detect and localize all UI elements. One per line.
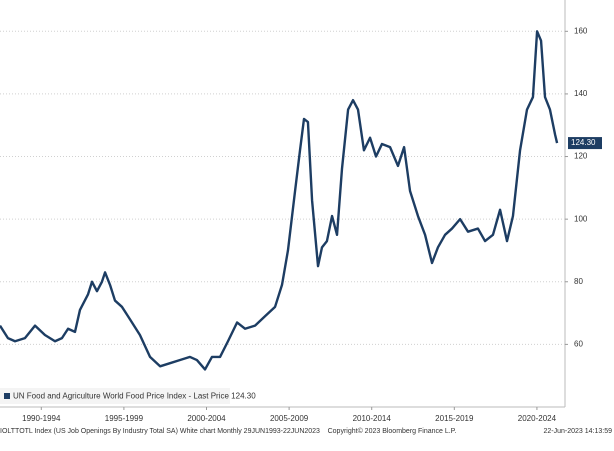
- y-tick-label: 160: [574, 26, 588, 35]
- y-tick-label: 60: [574, 339, 583, 348]
- x-tick-label: 2000-2004: [187, 414, 226, 423]
- x-tick-label: 1990-1994: [22, 414, 61, 423]
- x-tick-label: 2020-2024: [518, 414, 557, 423]
- y-tick-label: 140: [574, 89, 588, 98]
- y-tick-label: 120: [574, 152, 588, 161]
- last-price-box: [568, 137, 602, 150]
- footer-right: 22-Jun-2023 14:13:59: [544, 428, 613, 435]
- plot: 60 80 100 120 140 160 1990-1994 1995-1999 2000-2…: [0, 0, 602, 423]
- x-tick-label: 2015-2019: [435, 414, 474, 423]
- y-tick-label: 80: [574, 277, 583, 286]
- legend-swatch: [4, 393, 10, 399]
- legend-box: [0, 388, 230, 404]
- x-tick-label: 2010-2014: [353, 414, 392, 423]
- footer-center: Copyright© 2023 Bloomberg Finance L.P.: [328, 427, 457, 435]
- x-tick-label: 1995-1999: [105, 414, 144, 423]
- x-tick-label: 2005-2009: [270, 414, 309, 423]
- last-price-label: 124.30: [571, 138, 596, 147]
- legend-label: UN Food and Agriculture World Food Price…: [13, 392, 256, 401]
- series-line: [0, 30, 559, 371]
- footer-left: IOLTTOTL Index (US Job Openings By Indus…: [0, 428, 320, 435]
- y-tick-label: 100: [574, 214, 588, 223]
